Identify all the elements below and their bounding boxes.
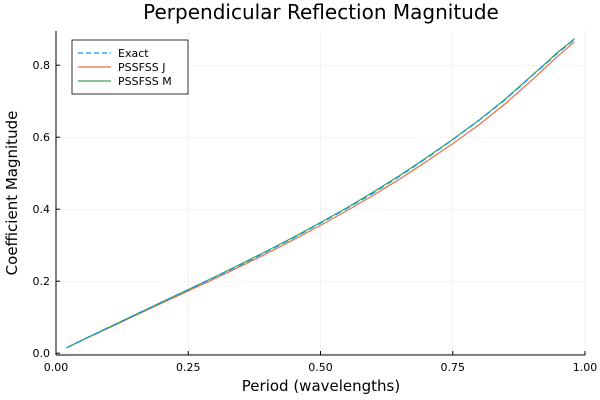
y-tick-label: 0.4 xyxy=(33,203,51,216)
x-axis-label: Period (wavelengths) xyxy=(242,377,400,395)
x-tick-label: 1.00 xyxy=(573,361,598,374)
y-tick-label: 0.2 xyxy=(33,275,51,288)
legend-label-pssfss-m: PSSFSS M xyxy=(118,75,172,88)
x-tick-label: 0.50 xyxy=(308,361,333,374)
y-axis-label: Coefficient Magnitude xyxy=(3,111,21,276)
legend: Exact PSSFSS J PSSFSS M xyxy=(71,39,189,95)
legend-label-pssfss-j: PSSFSS J xyxy=(118,61,165,74)
y-tick-label: 0.0 xyxy=(33,347,51,360)
legend-label-exact: Exact xyxy=(118,47,149,60)
y-tick-label: 0.6 xyxy=(33,131,51,144)
x-tick-label: 0.00 xyxy=(44,361,69,374)
x-tick-label: 0.25 xyxy=(176,361,201,374)
series-line-exact xyxy=(66,38,575,349)
series-group xyxy=(66,38,575,349)
chart-title: Perpendicular Reflection Magnitude xyxy=(143,0,499,24)
x-tick-label: 0.75 xyxy=(441,361,466,374)
x-tick-labels: 0.00 0.25 0.50 0.75 1.00 xyxy=(44,351,598,374)
series-line-pssfss-j xyxy=(66,41,575,349)
y-tick-label: 0.8 xyxy=(33,59,51,72)
y-tick-labels: 0.0 0.2 0.4 0.6 0.8 xyxy=(33,59,60,360)
